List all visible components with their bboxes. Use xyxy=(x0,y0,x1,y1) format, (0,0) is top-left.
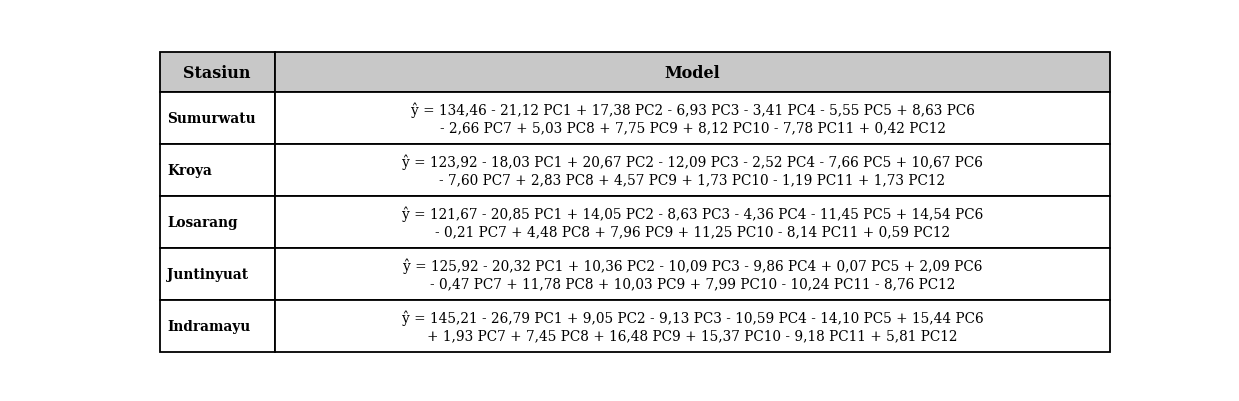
Text: ŷ = 125,92 - 20,32 PC1 + 10,36 PC2 - 10,09 PC3 - 9,86 PC4 + 0,07 PC5 + 2,09 PC6: ŷ = 125,92 - 20,32 PC1 + 10,36 PC2 - 10,… xyxy=(403,258,983,273)
Bar xyxy=(275,300,1110,352)
Bar xyxy=(160,93,275,145)
Bar xyxy=(160,197,275,249)
Bar xyxy=(160,249,275,300)
Text: Sumurwatu: Sumurwatu xyxy=(167,112,256,126)
Text: ŷ = 121,67 - 20,85 PC1 + 14,05 PC2 - 8,63 PC3 - 4,36 PC4 - 11,45 PC5 + 14,54 PC6: ŷ = 121,67 - 20,85 PC1 + 14,05 PC2 - 8,6… xyxy=(401,207,983,222)
Text: - 0,47 PC7 + 11,78 PC8 + 10,03 PC9 + 7,99 PC10 - 10,24 PC11 - 8,76 PC12: - 0,47 PC7 + 11,78 PC8 + 10,03 PC9 + 7,9… xyxy=(430,276,955,290)
Text: ŷ = 145,21 - 26,79 PC1 + 9,05 PC2 - 9,13 PC3 - 10,59 PC4 - 14,10 PC5 + 15,44 PC6: ŷ = 145,21 - 26,79 PC1 + 9,05 PC2 - 9,13… xyxy=(401,310,984,326)
Bar xyxy=(160,300,275,352)
Bar xyxy=(275,93,1110,145)
Text: Indramayu: Indramayu xyxy=(167,319,250,333)
Bar xyxy=(160,53,275,93)
Text: Losarang: Losarang xyxy=(167,216,238,230)
Text: Kroya: Kroya xyxy=(167,164,212,178)
Text: ŷ = 134,46 - 21,12 PC1 + 17,38 PC2 - 6,93 PC3 - 3,41 PC4 - 5,55 PC5 + 8,63 PC6: ŷ = 134,46 - 21,12 PC1 + 17,38 PC2 - 6,9… xyxy=(410,103,974,118)
Text: Model: Model xyxy=(664,65,720,81)
Text: - 0,21 PC7 + 4,48 PC8 + 7,96 PC9 + 11,25 PC10 - 8,14 PC11 + 0,59 PC12: - 0,21 PC7 + 4,48 PC8 + 7,96 PC9 + 11,25… xyxy=(435,225,950,238)
Bar xyxy=(275,249,1110,300)
Text: - 2,66 PC7 + 5,03 PC8 + 7,75 PC9 + 8,12 PC10 - 7,78 PC11 + 0,42 PC12: - 2,66 PC7 + 5,03 PC8 + 7,75 PC9 + 8,12 … xyxy=(440,121,945,135)
Bar xyxy=(160,145,275,197)
Bar xyxy=(275,53,1110,93)
Text: ŷ = 123,92 - 18,03 PC1 + 20,67 PC2 - 12,09 PC3 - 2,52 PC4 - 7,66 PC5 + 10,67 PC6: ŷ = 123,92 - 18,03 PC1 + 20,67 PC2 - 12,… xyxy=(403,154,983,170)
Text: Juntinyuat: Juntinyuat xyxy=(167,267,249,282)
Text: - 7,60 PC7 + 2,83 PC8 + 4,57 PC9 + 1,73 PC10 - 1,19 PC11 + 1,73 PC12: - 7,60 PC7 + 2,83 PC8 + 4,57 PC9 + 1,73 … xyxy=(440,172,945,186)
Text: + 1,93 PC7 + 7,45 PC8 + 16,48 PC9 + 15,37 PC10 - 9,18 PC11 + 5,81 PC12: + 1,93 PC7 + 7,45 PC8 + 16,48 PC9 + 15,3… xyxy=(427,328,958,342)
Bar xyxy=(275,197,1110,249)
Text: Stasiun: Stasiun xyxy=(183,65,252,81)
Bar xyxy=(275,145,1110,197)
